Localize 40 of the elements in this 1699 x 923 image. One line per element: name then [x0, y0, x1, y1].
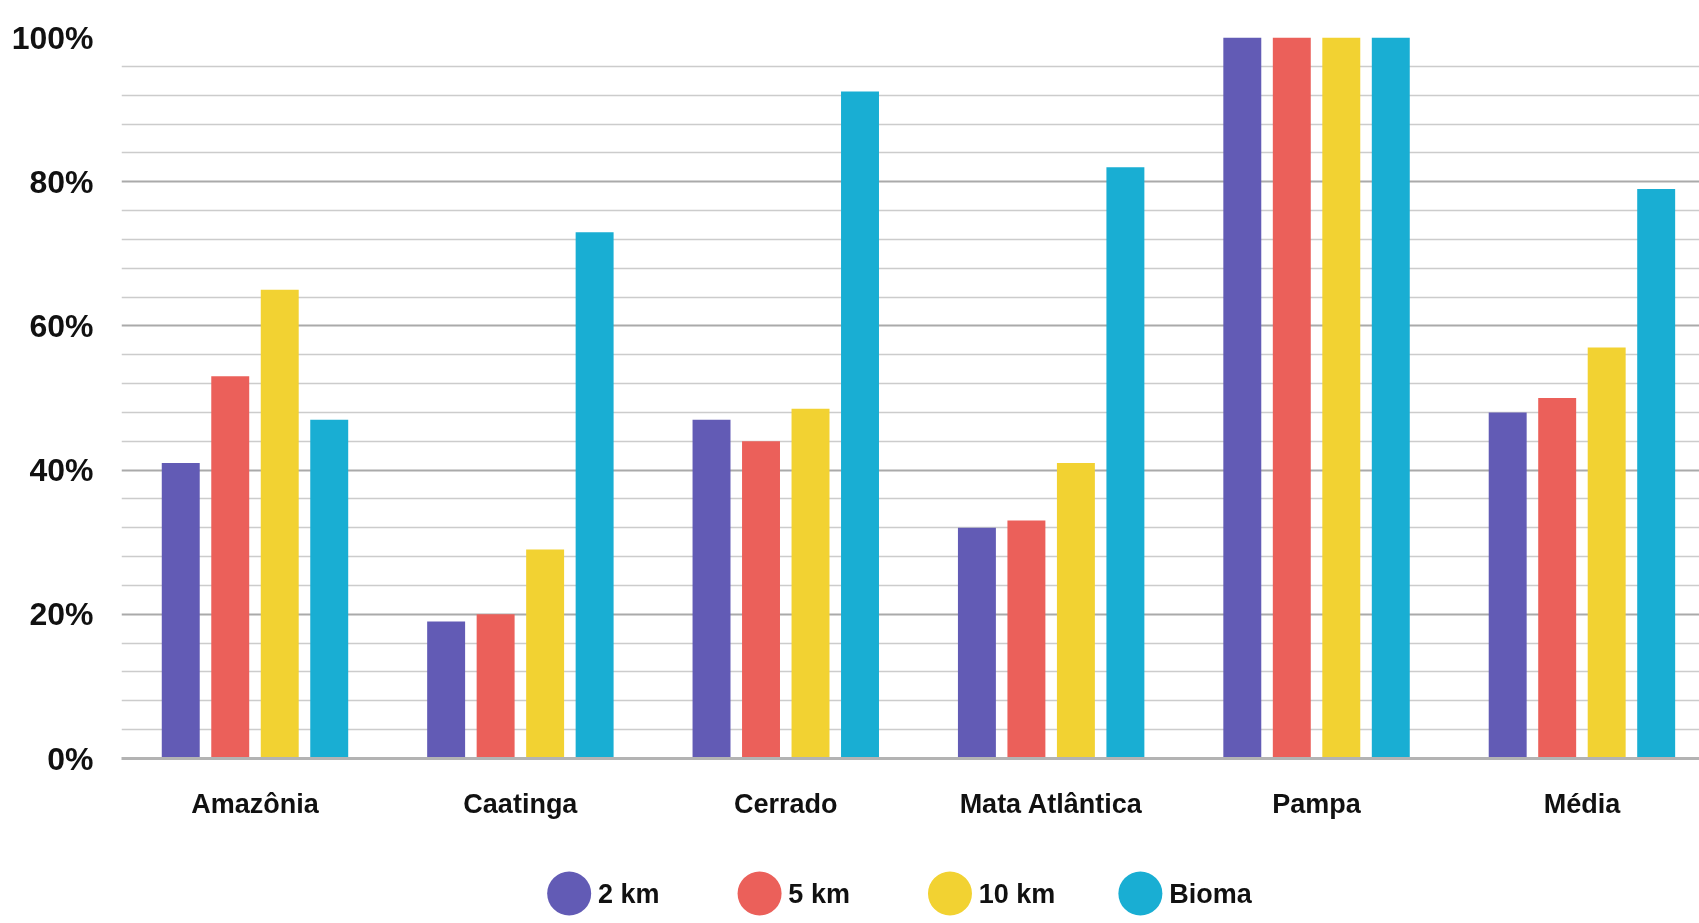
bar — [575, 232, 614, 759]
bar — [1587, 347, 1626, 759]
bar — [1106, 167, 1145, 759]
bar — [841, 91, 879, 759]
x-tick-label: Cerrado — [734, 788, 838, 819]
bar — [791, 408, 830, 759]
bar — [1637, 188, 1676, 759]
bar — [957, 527, 996, 759]
bar — [427, 621, 466, 759]
y-tick-label: 0% — [47, 740, 94, 777]
y-tick-label: 100% — [11, 19, 94, 56]
x-tick-label: Pampa — [1272, 788, 1362, 819]
legend-label: Bioma — [1169, 878, 1253, 909]
y-tick-label: 60% — [29, 307, 94, 344]
x-tick-label: Caatinga — [463, 788, 579, 819]
bar — [161, 462, 200, 759]
bar — [260, 289, 299, 759]
bar — [476, 614, 515, 759]
bar — [1371, 37, 1410, 759]
bar — [742, 441, 780, 759]
bar — [1272, 37, 1311, 759]
bar — [692, 419, 731, 759]
bar — [526, 549, 565, 759]
legend-label: 5 km — [788, 878, 850, 909]
bar — [211, 376, 250, 759]
bar — [310, 419, 349, 759]
bar — [1056, 462, 1095, 759]
y-tick-label: 20% — [29, 596, 94, 633]
legend-label: 10 km — [978, 878, 1056, 909]
x-tick-label: Amazônia — [191, 788, 320, 819]
bar — [1223, 37, 1262, 759]
y-tick-label: 40% — [29, 452, 94, 489]
x-tick-label: Mata Atlântica — [959, 788, 1143, 819]
bar — [1322, 37, 1361, 759]
x-tick-label: Média — [1543, 788, 1622, 819]
bar — [1007, 520, 1046, 759]
legend-label: 2 km — [597, 878, 660, 909]
bar — [1488, 412, 1527, 759]
y-tick-label: 80% — [29, 163, 94, 200]
bar — [1538, 398, 1577, 759]
